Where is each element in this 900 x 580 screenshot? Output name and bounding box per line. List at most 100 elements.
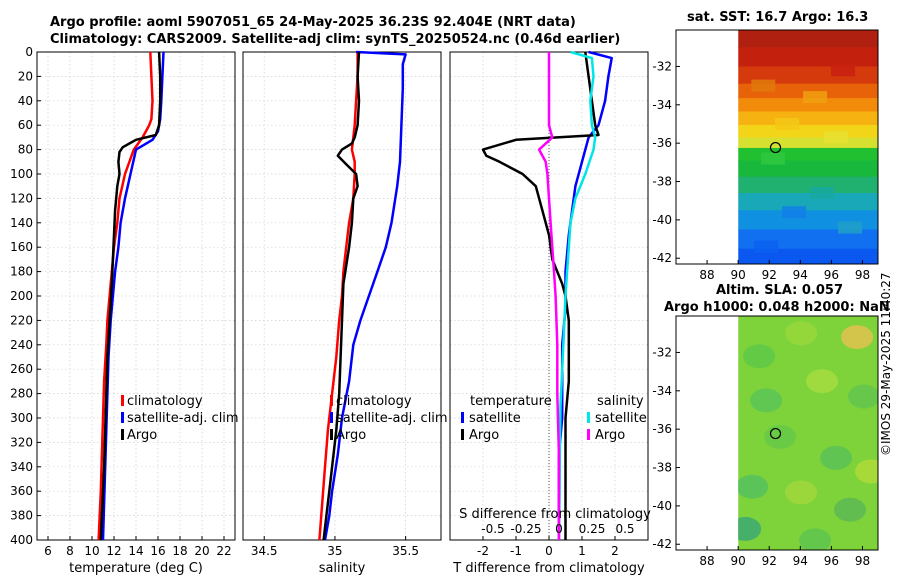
s-tick-label: 0 <box>555 522 563 536</box>
legend-swatch <box>330 412 333 423</box>
map-y-tick-label: -38 <box>652 461 672 475</box>
x-tick-label: -2 <box>477 544 489 558</box>
y-tick-label: 400 <box>10 533 33 547</box>
legend-label: satellite <box>595 411 647 426</box>
sst-patch <box>754 240 779 253</box>
legend-label: climatology <box>336 394 412 409</box>
x-axis-label: T difference from climatology <box>452 561 645 576</box>
sla-patch <box>799 528 832 550</box>
sla-patch <box>820 445 853 470</box>
legend-label: satellite <box>469 411 521 426</box>
y-tick-label: 40 <box>18 94 33 108</box>
y-tick-label: 380 <box>10 509 33 523</box>
salinity-profile: 34.5 35 35.5 salinity climatology satellite-a… <box>242 50 448 576</box>
sst-patch <box>775 117 800 130</box>
sst-patch <box>838 221 863 234</box>
y-tick-label: 340 <box>10 460 33 474</box>
y-tick-label: 20 <box>18 69 33 83</box>
sla-patch <box>750 388 783 413</box>
series-line-salinity-argo <box>537 52 561 540</box>
sst-band <box>738 30 878 49</box>
y-tick-label: 0 <box>25 45 33 59</box>
series-line-satellite-adj-clim <box>323 50 407 541</box>
map-frame <box>675 315 879 551</box>
s-tick-label: -0.25 <box>510 522 541 536</box>
difference-profile: -2 -1 0 1 2 T difference from climatology temp… <box>449 50 651 576</box>
series-line-temperature-argo <box>481 51 600 540</box>
legend-swatch <box>121 412 124 423</box>
y-tick-label: 280 <box>10 387 33 401</box>
sla-patch <box>848 384 879 409</box>
map-field <box>738 316 879 550</box>
y-tick-label: 320 <box>10 435 33 449</box>
map-x-tick-label: 94 <box>793 554 808 568</box>
x-tick-label: 8 <box>66 544 74 558</box>
sla-patch <box>806 369 839 394</box>
map-x-tick-label: 88 <box>699 268 714 282</box>
sla-patch <box>738 474 769 499</box>
x-tick-label: 14 <box>128 544 143 558</box>
x-tick-label: 10 <box>84 544 99 558</box>
y-tick-label: 360 <box>10 484 33 498</box>
legend-swatch <box>330 395 333 406</box>
sla-patch <box>855 459 879 484</box>
series-line-salinity-satellite <box>557 50 597 541</box>
argo-location-marker <box>769 141 782 154</box>
map-y-tick-label: -36 <box>652 422 672 436</box>
temperature-profile: 0 20 40 60 80 100 120 140 160 180 200 220 240 260 280 3… <box>10 45 239 576</box>
map-y-tick-label: -38 <box>652 175 672 189</box>
map-y-tick-label: -32 <box>652 59 672 73</box>
x-axis-label: temperature (deg C) <box>69 561 203 576</box>
y-tick-label: 140 <box>10 216 33 230</box>
sst-patch <box>810 187 835 200</box>
y-tick-label: 200 <box>10 289 33 303</box>
sla-patch <box>764 424 797 449</box>
legend-title-temperature: temperature <box>470 394 552 409</box>
map-x-tick-label: 94 <box>793 268 808 282</box>
legend-label: Argo <box>595 428 625 443</box>
legend-label: satellite-adj. clim <box>336 411 448 426</box>
map-x-tick-label: 96 <box>824 554 839 568</box>
sla-patch <box>785 480 818 505</box>
sst-band <box>738 124 878 139</box>
sst-band <box>738 176 878 195</box>
sst-band <box>738 193 878 212</box>
x-tick-label: 18 <box>172 544 187 558</box>
x-tick-label: 16 <box>150 544 165 558</box>
map-x-tick-label: 96 <box>824 268 839 282</box>
map-field <box>738 30 878 264</box>
sst-band <box>738 147 878 162</box>
map-y-tick-label: -40 <box>652 213 672 227</box>
map-y-tick-label: -34 <box>652 384 672 398</box>
legend-swatch <box>461 412 464 423</box>
sst-band <box>738 137 878 149</box>
sst-patch <box>782 206 807 219</box>
figure-title-line2: Climatology: CARS2009. Satellite-adj cli… <box>50 32 621 47</box>
x-tick-label: 35.5 <box>392 544 419 558</box>
legend-title-salinity: salinity <box>597 394 644 409</box>
legend-swatch <box>330 429 333 440</box>
y-tick-label: 240 <box>10 338 33 352</box>
map-y-tick-label: -32 <box>652 345 672 359</box>
series-line-argo <box>322 51 361 541</box>
sst-band <box>738 111 878 126</box>
sst-map: -32 -34 -36 -38 -40 -42 88 90 92 94 96 98 <box>652 29 879 282</box>
map-y-tick-label: -34 <box>652 98 672 112</box>
sst-patch <box>751 79 776 92</box>
y-tick-label: 300 <box>10 411 33 425</box>
x-tick-label: 2 <box>611 544 619 558</box>
sla-patch <box>743 344 776 369</box>
x-tick-label: 35 <box>327 544 342 558</box>
x-tick-label: 22 <box>216 544 231 558</box>
legend-swatch <box>587 429 590 440</box>
legend-label: Argo <box>336 428 366 443</box>
x-tick-label: 6 <box>44 544 52 558</box>
legend-swatch <box>587 412 590 423</box>
s-tick-label: 0.25 <box>579 522 606 536</box>
legend-label: satellite-adj. clim <box>127 411 239 426</box>
x-tick-label: 12 <box>106 544 121 558</box>
map-x-tick-label: 98 <box>855 268 870 282</box>
figure-title-line1: Argo profile: aoml 5907051_65 24-May-202… <box>50 15 576 30</box>
sla-map-title-line1: Altim. SLA: 0.057 <box>716 283 843 298</box>
